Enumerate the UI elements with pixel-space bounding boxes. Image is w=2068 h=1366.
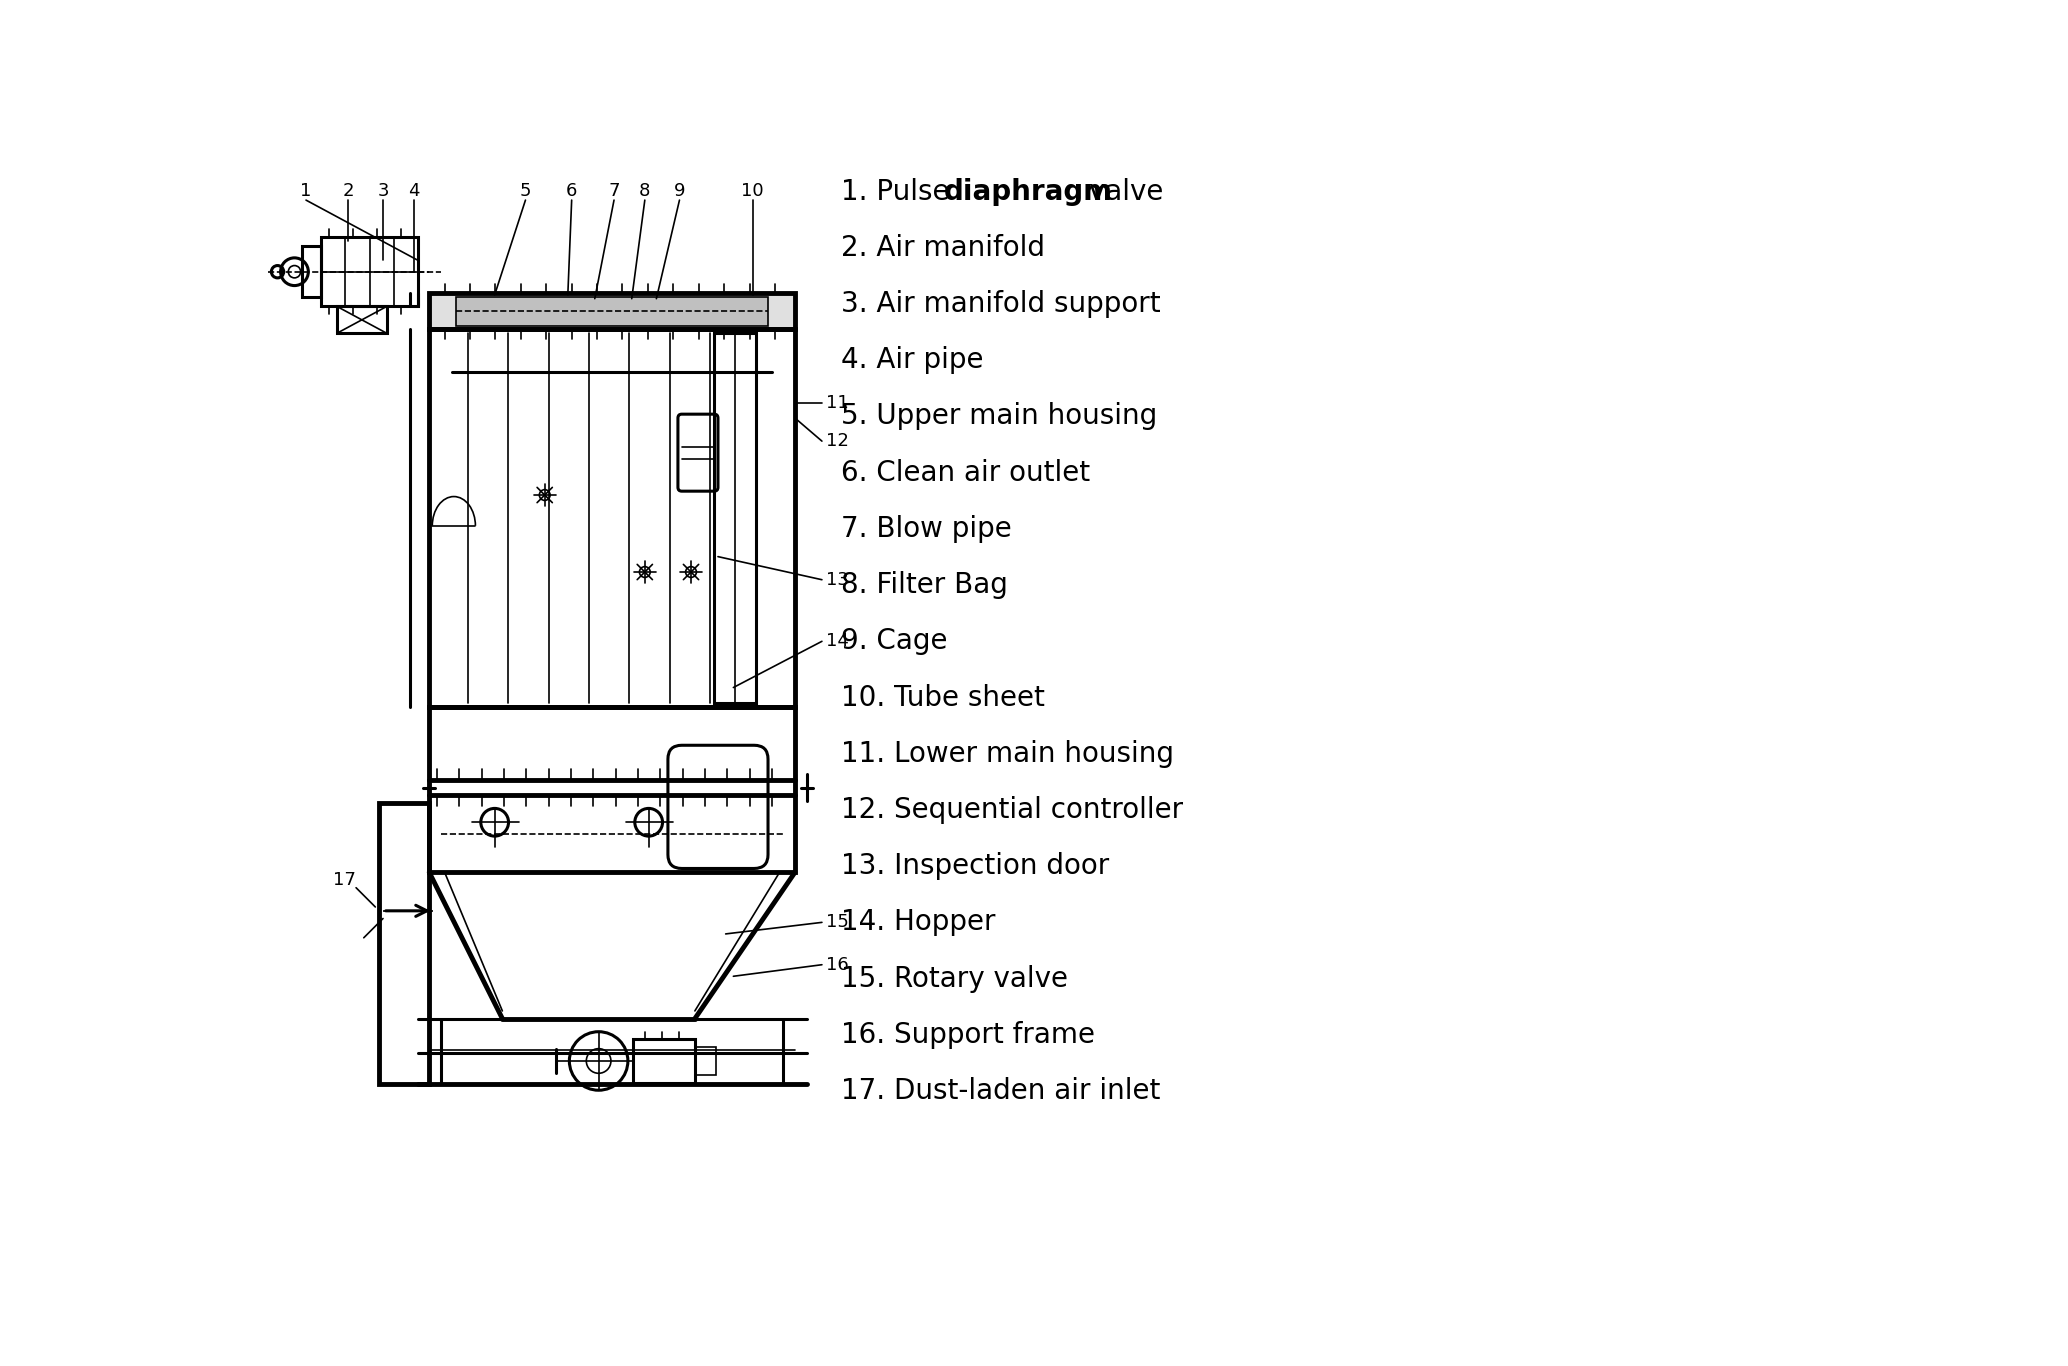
Text: 8: 8 [639, 182, 651, 199]
Text: 12. Sequential controller: 12. Sequential controller [842, 796, 1183, 824]
Text: 2. Air manifold: 2. Air manifold [842, 234, 1044, 262]
Text: 7. Blow pipe: 7. Blow pipe [842, 515, 1011, 542]
Bar [430, 706, 794, 873]
Text: 13: 13 [825, 571, 848, 589]
Bar [321, 238, 418, 306]
Text: 17. Dust-laden air inlet: 17. Dust-laden air inlet [842, 1076, 1160, 1105]
Text: 10: 10 [740, 182, 763, 199]
Bar [633, 1040, 695, 1082]
Text: 6. Clean air outlet: 6. Clean air outlet [842, 459, 1090, 486]
Text: 15. Rotary valve: 15. Rotary valve [842, 964, 1069, 993]
Text: diaphragm: diaphragm [943, 178, 1113, 206]
Text: 3. Air manifold support: 3. Air manifold support [842, 290, 1160, 318]
Text: 14. Hopper: 14. Hopper [842, 908, 995, 936]
Text: 9: 9 [674, 182, 685, 199]
Text: 3: 3 [376, 182, 389, 199]
Text: 9. Cage: 9. Cage [842, 627, 947, 656]
Text: 4: 4 [407, 182, 420, 199]
Text: 14: 14 [825, 632, 848, 650]
Text: 11: 11 [825, 393, 848, 411]
Text: 8. Filter Bag: 8. Filter Bag [842, 571, 1007, 600]
Text: 2: 2 [343, 182, 354, 199]
Text: valve: valve [1079, 178, 1162, 206]
Text: 12: 12 [825, 432, 848, 451]
Text: 10. Tube sheet: 10. Tube sheet [842, 683, 1044, 712]
Text: 11. Lower main housing: 11. Lower main housing [842, 740, 1175, 768]
Text: 16: 16 [825, 956, 848, 974]
Text: 13. Inspection door: 13. Inspection door [842, 852, 1108, 880]
Bar [302, 246, 321, 298]
Text: 15: 15 [825, 914, 848, 932]
Text: 1. Pulse: 1. Pulse [842, 178, 960, 206]
Text: 6: 6 [567, 182, 577, 199]
Text: 5. Upper main housing: 5. Upper main housing [842, 403, 1158, 430]
Bar [430, 294, 794, 329]
Bar [457, 298, 767, 325]
Bar [695, 1048, 716, 1075]
Bar [430, 329, 794, 706]
Text: 5: 5 [519, 182, 531, 199]
Bar [378, 803, 430, 1085]
Text: 16. Support frame: 16. Support frame [842, 1020, 1096, 1049]
Bar [713, 333, 757, 703]
Text: 1: 1 [300, 182, 312, 199]
Text: 7: 7 [608, 182, 620, 199]
Text: 17: 17 [333, 872, 356, 889]
Text: 4. Air pipe: 4. Air pipe [842, 346, 984, 374]
Bar [337, 306, 387, 333]
